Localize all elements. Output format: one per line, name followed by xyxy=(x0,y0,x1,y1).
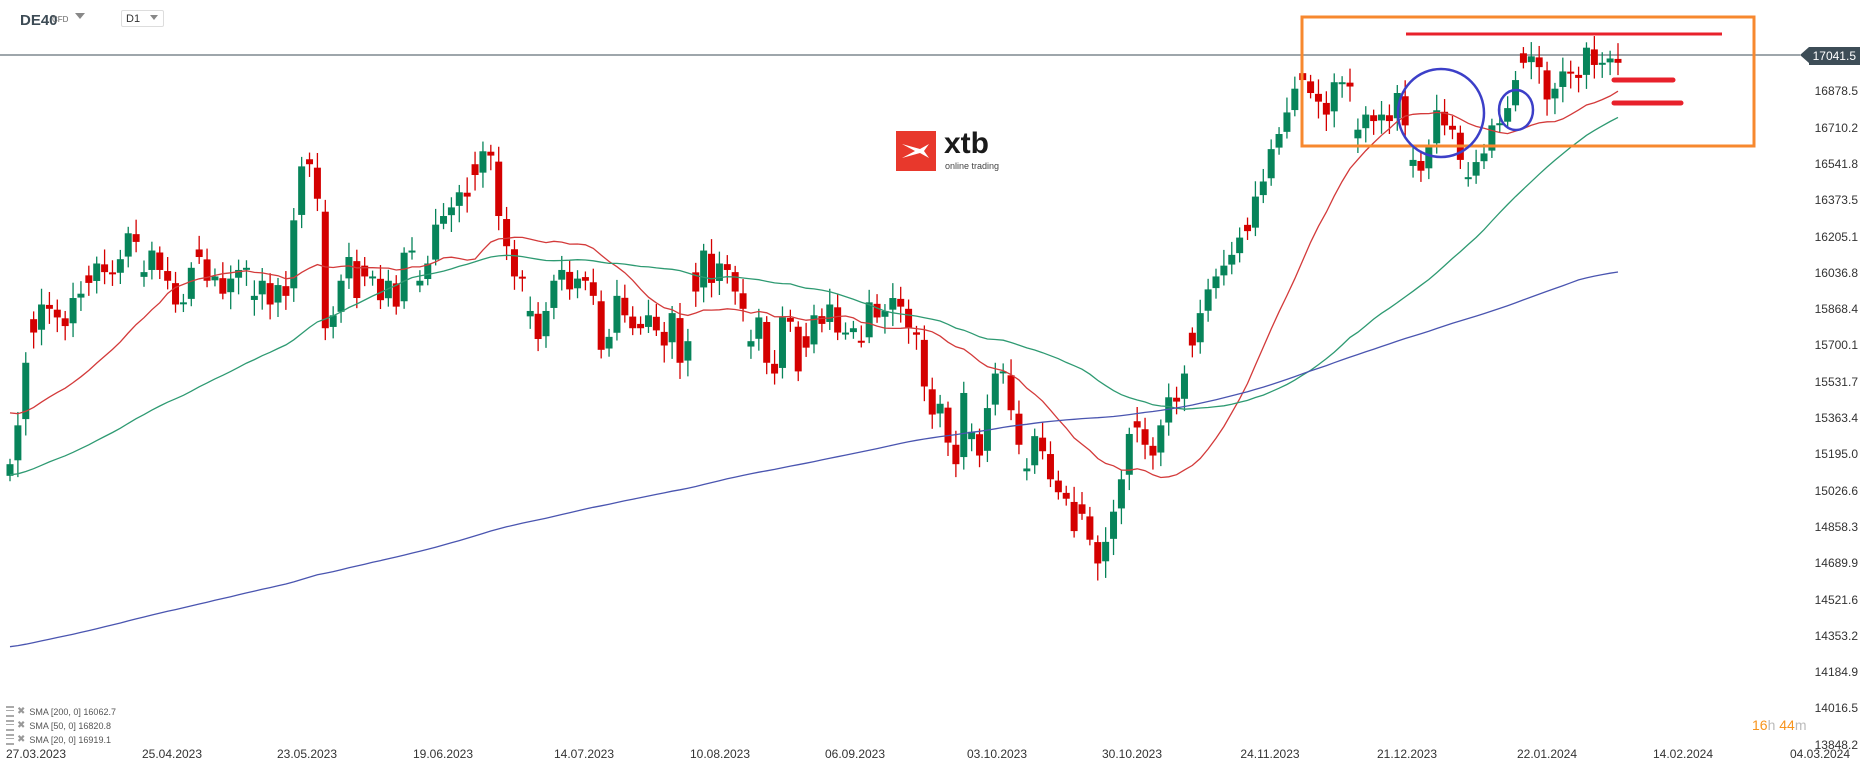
price-tick-label: 15700.1 xyxy=(1814,338,1858,353)
date-tick-label: 23.05.2023 xyxy=(276,747,338,761)
timeframe-select[interactable]: D1 xyxy=(121,10,164,27)
indicator-settings-icon[interactable] xyxy=(6,706,14,717)
remove-indicator-icon[interactable]: ✖ xyxy=(17,734,26,745)
date-tick-label: 24.11.2023 xyxy=(1240,747,1300,761)
countdown-h-unit: h xyxy=(1767,717,1776,733)
symbol-dropdown-caret-icon[interactable] xyxy=(75,13,85,19)
date-tick-label: 06.09.2023 xyxy=(824,747,886,761)
price-tick-label: 14353.2 xyxy=(1814,628,1858,643)
sma50-line xyxy=(9,116,1619,476)
price-tick-label: 14184.9 xyxy=(1814,665,1858,680)
chevron-down-icon xyxy=(150,15,158,20)
date-tick-label: 14.02.2024 xyxy=(1652,747,1714,761)
legend-sma20: ✖ SMA [20, 0] 16919.1 xyxy=(6,734,111,745)
sma200-line xyxy=(9,271,1619,648)
price-tick-label: 15531.7 xyxy=(1814,374,1858,389)
annotation-box xyxy=(1300,15,1756,148)
legend-label: SMA [200, 0] 16062.7 xyxy=(29,706,116,717)
sma20-line xyxy=(9,90,1619,479)
legend-label: SMA [50, 0] 16820.8 xyxy=(29,720,111,731)
price-tick-label: 14689.9 xyxy=(1814,556,1858,571)
price-tick-label: 14016.5 xyxy=(1814,701,1858,716)
price-tick-label: 16878.5 xyxy=(1814,84,1858,99)
chart-toolbar: DE40 CFD D1 xyxy=(0,0,1866,40)
date-tick-label: 03.10.2023 xyxy=(966,747,1028,761)
price-tick-label: 14858.3 xyxy=(1814,519,1858,534)
indicator-settings-icon[interactable] xyxy=(6,720,14,731)
date-tick-label: 30.10.2023 xyxy=(1101,747,1163,761)
price-tick-label: 16373.5 xyxy=(1814,193,1858,208)
countdown-hours: 16 xyxy=(1752,717,1768,733)
date-tick-label: 25.04.2023 xyxy=(141,747,203,761)
current-price-tag: 17041.5 xyxy=(1799,47,1860,65)
price-tick-label: 14521.6 xyxy=(1814,592,1858,607)
symbol-name[interactable]: DE40 xyxy=(20,12,58,29)
instrument-type: CFD xyxy=(52,15,69,24)
date-tick-label: 22.01.2024 xyxy=(1516,747,1578,761)
countdown-m-unit: m xyxy=(1794,717,1807,733)
remove-indicator-icon[interactable]: ✖ xyxy=(17,706,26,717)
date-tick-label: 10.08.2023 xyxy=(689,747,751,761)
price-tick-label: 15026.6 xyxy=(1814,483,1858,498)
date-tick-label: 21.12.2023 xyxy=(1376,747,1438,761)
legend-sma200: ✖ SMA [200, 0] 16062.7 xyxy=(6,706,116,717)
price-tick-label: 15363.4 xyxy=(1814,411,1858,425)
price-tick-label: 15868.4 xyxy=(1814,302,1858,317)
countdown-minutes: 44 xyxy=(1779,717,1795,733)
price-tick-label: 16036.8 xyxy=(1814,265,1858,280)
date-tick-label: 27.03.2023 xyxy=(5,747,67,761)
candle-countdown: 16h 44m xyxy=(1752,717,1807,733)
timeframe-value: D1 xyxy=(126,13,141,25)
annotation-circle-large xyxy=(1396,67,1486,159)
price-tick-label: 16205.1 xyxy=(1814,229,1858,244)
date-tick-label: 14.07.2023 xyxy=(553,747,615,761)
date-tick-label: 19.06.2023 xyxy=(412,747,474,761)
indicator-settings-icon[interactable] xyxy=(6,734,14,745)
price-tick-label: 13848.2 xyxy=(1814,737,1858,752)
price-tick-label: 15195.0 xyxy=(1814,447,1858,462)
price-tick-label: 16541.8 xyxy=(1814,156,1858,171)
legend-label: SMA [20, 0] 16919.1 xyxy=(29,734,111,745)
remove-indicator-icon[interactable]: ✖ xyxy=(17,720,26,731)
date-tick-label: 04.03.2024 xyxy=(1789,747,1851,761)
logo-wordmark: xtb xyxy=(944,127,989,160)
logo-tagline: online trading xyxy=(945,161,1000,171)
price-tick-label: 16710.2 xyxy=(1814,120,1858,135)
annotation-circle-small xyxy=(1497,88,1535,132)
legend-sma50: ✖ SMA [50, 0] 16820.8 xyxy=(6,720,111,731)
xtb-logo-mark-icon xyxy=(896,131,936,171)
candles xyxy=(6,36,1622,581)
